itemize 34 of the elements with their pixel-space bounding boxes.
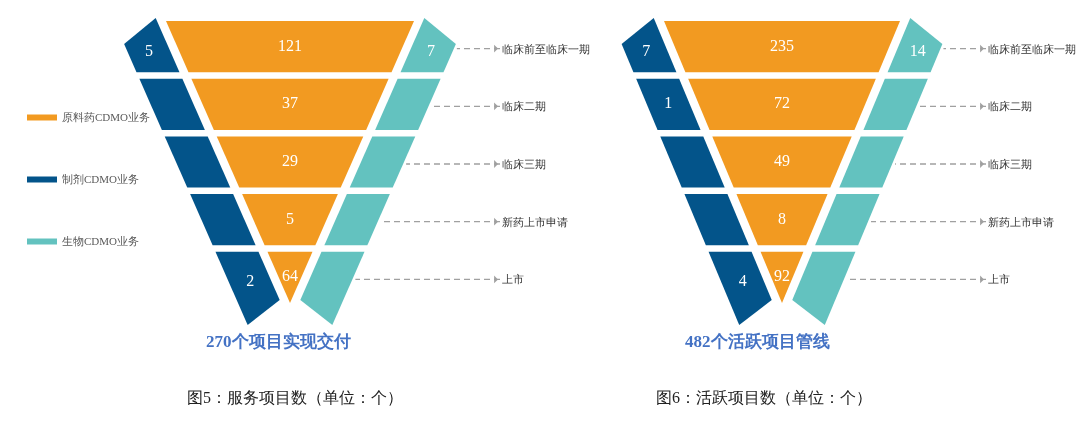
- data-label: 121: [278, 36, 302, 54]
- category-label: 临床二期: [988, 100, 1032, 112]
- caption: 图6：活跃项目数（单位：个）: [656, 389, 872, 406]
- data-label: 64: [282, 267, 298, 285]
- category-label: 新药上市申请: [988, 216, 1054, 228]
- legend-label: 制剂CDMO业务: [62, 172, 140, 185]
- text: 482个活跃项目管线: [685, 332, 830, 351]
- data-label: 7: [427, 41, 436, 59]
- category-label: 临床三期: [988, 158, 1032, 170]
- text: 270个项目实现交付: [206, 332, 351, 351]
- data-label: 49: [774, 152, 790, 169]
- data-label: 37: [282, 94, 298, 112]
- data-label: 2: [246, 272, 255, 290]
- data-label: 5: [286, 209, 294, 227]
- category-label: 上市: [988, 273, 1010, 285]
- category-label: 临床前至临床一期: [988, 43, 1076, 55]
- data-label: 7: [642, 41, 651, 59]
- category-label: 临床二期: [502, 100, 546, 112]
- data-label: 1: [664, 94, 673, 112]
- data-label: 4: [738, 272, 747, 290]
- legend-label: 原料药CDMO业务: [62, 110, 151, 123]
- data-label: 92: [774, 267, 790, 285]
- data-label: 14: [909, 41, 926, 59]
- category-label: 临床前至临床一期: [502, 43, 590, 55]
- data-label: 29: [282, 152, 298, 169]
- legend-label: 生物CDMO业务: [62, 234, 140, 247]
- caption: 图5：服务项目数（单位：个）: [187, 389, 403, 406]
- data-label: 8: [778, 209, 786, 227]
- data-label: 5: [144, 41, 153, 59]
- category-label: 上市: [502, 273, 524, 285]
- category-label: 新药上市申请: [502, 216, 568, 228]
- data-label: 72: [774, 94, 790, 112]
- data-label: 235: [770, 36, 794, 54]
- category-label: 临床三期: [502, 158, 546, 170]
